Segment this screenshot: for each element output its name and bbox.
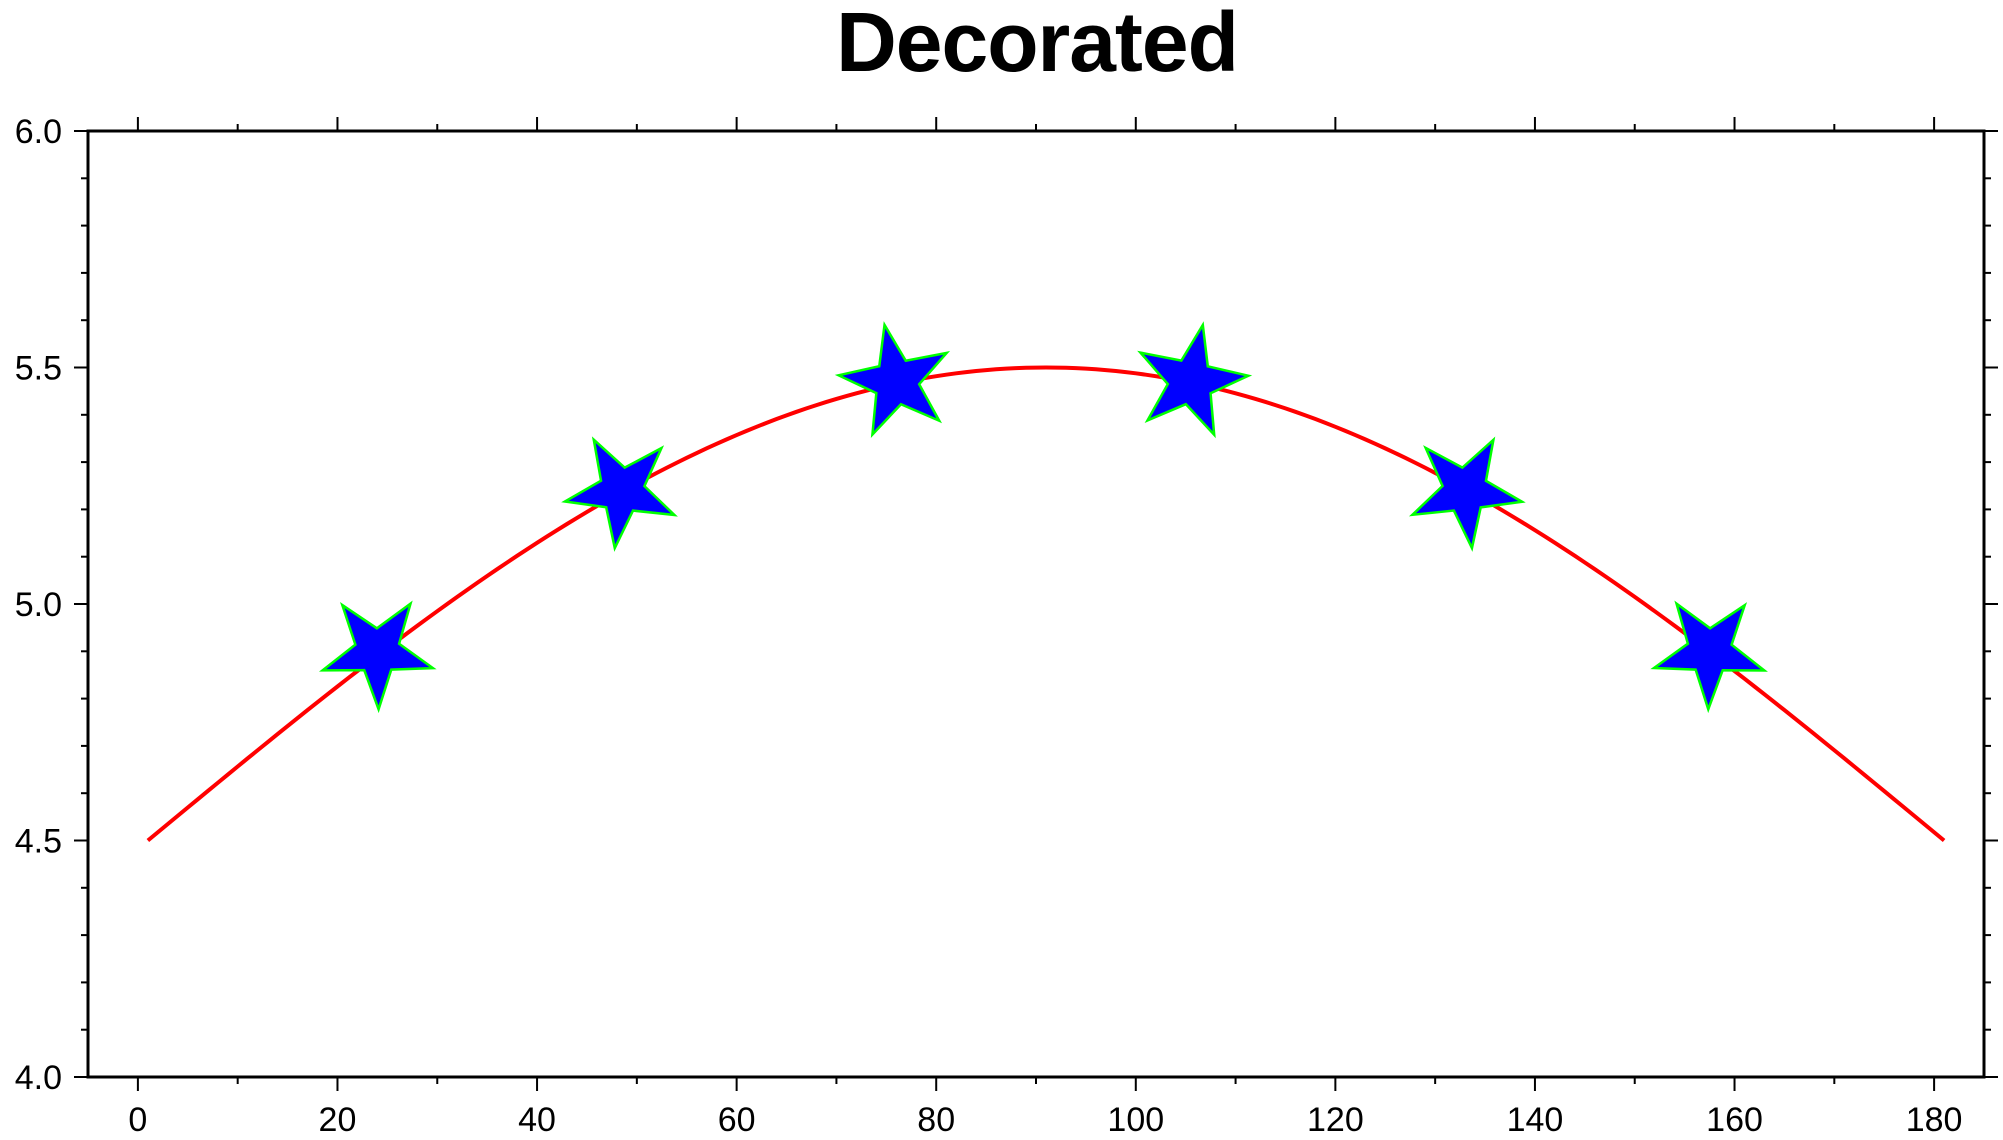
y-tick-label: 5.0 — [15, 586, 62, 624]
x-tick-label: 140 — [1507, 1101, 1564, 1139]
star-decoration-icon — [318, 600, 437, 714]
y-tick-label: 6.0 — [15, 113, 62, 151]
ticks-layer — [74, 117, 1998, 1091]
x-tick-label: 0 — [128, 1101, 147, 1139]
star-decoration-icon — [1137, 321, 1253, 439]
star-decoration-icon — [561, 436, 678, 552]
series-line — [146, 365, 1946, 843]
star-decoration-icon — [1408, 436, 1526, 552]
y-tick-label: 4.5 — [15, 823, 62, 861]
star-decoration-icon — [834, 321, 951, 439]
tick-labels-layer: 0 20 40 60 80 100 120 140 160 180 4.0 4.5 5.0 5.5 6.0 — [15, 113, 1963, 1139]
chart-title: Decorated — [836, 0, 1239, 89]
x-tick-label: 20 — [319, 1101, 357, 1139]
y-tick-label: 4.0 — [15, 1059, 62, 1097]
x-tick-label: 60 — [718, 1101, 756, 1139]
series-layer — [146, 365, 1946, 843]
x-tick-label: 80 — [917, 1101, 955, 1139]
x-tick-label: 40 — [518, 1101, 556, 1139]
x-tick-label: 100 — [1107, 1101, 1164, 1139]
x-tick-label: 180 — [1906, 1101, 1963, 1139]
star-decoration-icon — [1650, 600, 1768, 714]
decorations-layer — [318, 321, 1768, 714]
x-tick-label: 120 — [1307, 1101, 1364, 1139]
y-tick-label: 5.5 — [15, 350, 62, 388]
x-tick-label: 160 — [1706, 1101, 1763, 1139]
plot-frame — [86, 129, 1986, 1079]
